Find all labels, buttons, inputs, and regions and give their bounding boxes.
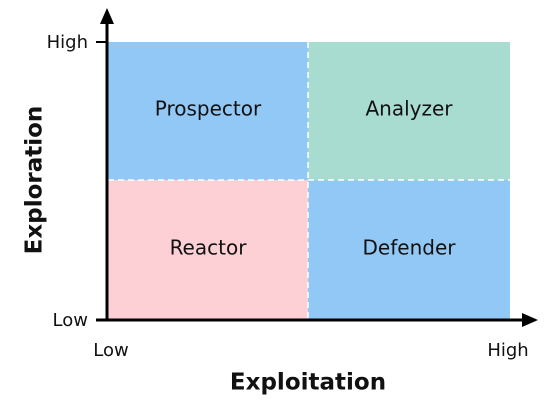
- y-axis-title: Exploration: [22, 106, 48, 255]
- quadrant-label: Analyzer: [365, 97, 453, 121]
- x-low-label: Low: [93, 340, 128, 361]
- quadrant-label: Defender: [363, 236, 457, 260]
- quadrant-label: Prospector: [155, 97, 262, 121]
- x-axis-title: Exploitation: [230, 370, 386, 396]
- quadrant-bg: [308, 180, 510, 319]
- quadrant-label: Reactor: [170, 236, 248, 260]
- x-arrow: [522, 313, 538, 327]
- y-low-label: Low: [53, 310, 88, 331]
- quadrant-bg: [108, 42, 308, 180]
- y-arrow: [100, 8, 114, 24]
- quadrant-bg: [308, 42, 510, 180]
- y-high-label: High: [47, 32, 88, 53]
- x-high-label: High: [487, 340, 528, 361]
- quadrant-bg: [108, 180, 308, 319]
